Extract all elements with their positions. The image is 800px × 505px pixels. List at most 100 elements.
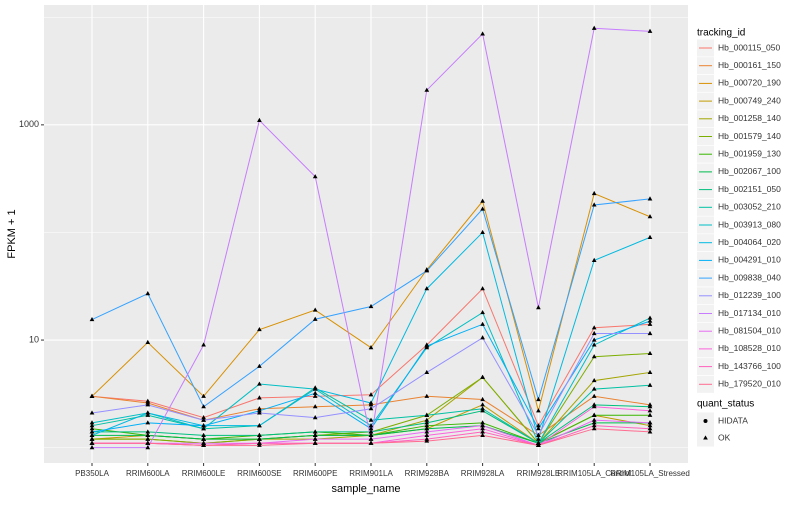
data-point [257,432,262,437]
data-point [89,440,95,445]
data-point [368,429,374,434]
data-point [647,412,653,417]
legend-label: Hb_081504_010 [718,325,781,335]
legend-label: Hb_012239_100 [718,290,781,300]
data-point [89,432,95,437]
data-point [257,423,262,428]
data-point [368,440,374,445]
data-point [647,408,653,413]
data-point [647,420,653,425]
data-point [145,440,151,445]
data-point [536,440,541,445]
data-point [647,426,653,431]
data-point [536,442,541,447]
data-point [647,234,653,239]
data-point [89,426,95,431]
data-point [145,339,151,345]
data-point [647,330,653,336]
legend-label: OK [718,432,731,442]
data-point [536,396,541,402]
data-point [201,442,206,447]
data-point [647,369,653,375]
data-point [424,426,430,431]
data-point [424,423,430,428]
data-point [312,436,318,441]
data-point [647,321,653,326]
y-tick-label: 10 [29,334,39,344]
data-point [424,268,430,273]
data-point [480,402,485,407]
data-point [368,426,374,431]
data-point [480,374,485,379]
data-point [257,408,262,413]
data-point [145,402,151,407]
legend-label: Hb_000115_050 [718,42,781,52]
data-point [201,423,206,428]
data-point [257,395,262,400]
legend-label: Hb_004064_020 [718,237,781,247]
data-point [201,417,206,422]
data-point [312,390,318,395]
data-point [145,436,151,441]
data-point [424,369,430,375]
data-point [201,404,206,409]
data-point [424,438,430,443]
data-point [257,436,262,441]
data-point [647,350,653,356]
legend-label: Hb_004291_010 [718,255,781,265]
data-point [424,429,430,434]
data-point [312,429,318,434]
data-point [145,412,151,417]
data-point [145,291,151,296]
legend-label: Hb_000161_150 [718,60,781,70]
legend-label: HIDATA [718,415,748,425]
legend-label: Hb_002067_100 [718,166,781,176]
data-point [257,363,262,368]
data-point [480,396,485,402]
points [89,25,653,450]
data-point [647,28,653,33]
data-point [368,436,374,441]
data-point [312,440,318,445]
data-point [312,386,318,391]
data-point [257,117,262,122]
data-point [424,420,430,425]
data-point [312,174,318,179]
data-point [480,335,485,340]
x-tick-label: RRIM928LA [461,469,505,478]
x-tick-label: RRIM105LA_Control [557,469,631,478]
x-axis-title: sample_name [331,483,400,495]
legend-label: Hb_001579_140 [718,131,781,141]
data-point [89,420,95,425]
data-point [312,393,318,398]
x-tick-label: RRIM600LA [126,469,170,478]
data-point [480,321,485,326]
data-point [480,426,485,431]
data-point [89,436,95,441]
data-point [591,377,597,383]
legend-label: Hb_002151_050 [718,184,781,194]
data-point [647,196,653,201]
data-point [257,440,262,445]
data-point [591,423,597,428]
data-point [536,436,541,441]
y-axis-title: FPKM + 1 [6,209,18,258]
data-point [312,415,318,420]
legend-label: Hb_179520_010 [718,379,781,389]
data-point [368,432,374,437]
data-point [368,400,374,405]
data-point [424,417,430,422]
data-point [368,423,374,428]
legend-shape [703,435,708,440]
data-point [368,406,374,411]
data-point [647,214,653,219]
data-point [536,426,541,431]
y-tick-label: 1000 [19,119,39,129]
data-point [145,410,151,415]
data-point [480,420,485,425]
legend-label: Hb_000720_190 [718,78,781,88]
axes: 10 1000 PB350LA RRIM600LA RRIM600LE RRIM600SE… [19,119,690,478]
data-point [201,440,206,445]
